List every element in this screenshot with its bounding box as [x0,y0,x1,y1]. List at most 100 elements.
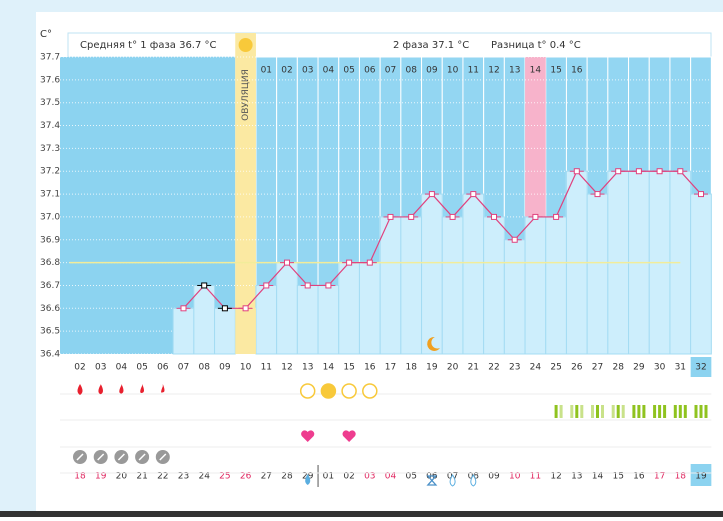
x-tick-label: 08 [198,363,210,373]
x-tick-label: 28 [612,363,624,373]
circle-icon [341,383,357,399]
phase2-day: 04 [323,66,335,76]
date-label: 05 [405,472,416,482]
temp-marker [532,213,539,220]
y-tick-label: 36.8 [40,258,60,268]
temp-bar [421,193,443,355]
temp-marker [180,305,187,312]
phase2-day: 03 [302,66,313,76]
temp-marker [304,282,311,289]
date-label: 12 [550,472,561,482]
x-tick-label: 23 [509,363,520,373]
y-tick-label: 36.6 [40,304,60,314]
date-label: 10 [509,472,521,482]
x-tick-label: 26 [571,363,583,373]
bar-icon [653,405,657,418]
x-tick-label: 20 [447,363,459,373]
bottom-bar [0,511,723,517]
x-tick-label: 13 [302,363,313,373]
pill-line [76,453,84,461]
drop-icon-blue [305,474,311,485]
temp-marker [553,213,560,220]
y-tick-label: 37.3 [40,144,60,154]
phase2-day: 14 [530,66,542,76]
date-label: 09 [488,472,500,482]
date-label: 26 [240,472,252,482]
date-label: 27 [261,472,272,482]
date-label: 03 [364,472,375,482]
heart-icon [301,430,315,442]
ovulation-col [235,33,256,354]
bar-icon [704,405,708,418]
x-tick-label: 09 [219,363,231,373]
drop-icon [77,384,83,395]
x-tick-label: 15 [343,363,354,373]
temp-marker [428,191,435,198]
heart-icon [342,430,356,442]
date-label: 22 [157,472,168,482]
x-tick-label: 29 [633,363,645,373]
x-tick-label: 27 [592,363,603,373]
y-tick-label: 36.9 [40,235,60,245]
date-label: 01 [323,472,334,482]
moon-icon [427,336,440,351]
bar-icon [663,405,667,418]
bar-icon [596,405,599,418]
phase2-day: 07 [385,66,396,76]
phase2-day: 16 [571,66,583,76]
temp-marker [263,282,270,289]
temp-bar [441,216,464,355]
date-label: 18 [675,472,687,482]
phase2-day: 09 [426,66,438,76]
date-label: 20 [116,472,128,482]
phase2-day: 01 [261,66,272,76]
temp-marker [615,168,622,175]
date-label: 19 [695,472,707,482]
y-tick-label: 37.7 [40,53,60,63]
bar-icon [580,405,584,418]
bar-icon [554,405,558,418]
temp-bar [586,193,609,355]
phase2-day: 02 [281,66,292,76]
temp-bar [379,216,402,355]
temp-bar [483,216,505,355]
temp-marker [325,282,332,289]
date-label: 08 [468,472,480,482]
temp-marker [366,259,373,266]
temp-bar [462,193,485,355]
phase2-day: 10 [447,66,459,76]
temp-bar [690,193,712,355]
temp-marker [698,191,704,198]
x-tick-label: 03 [95,363,106,373]
bar-icon [611,405,615,418]
temp-bar [296,284,319,355]
date-label: 13 [571,472,582,482]
x-tick-label: 22 [488,363,499,373]
temp-bar [276,262,298,355]
date-label: 17 [654,472,665,482]
temp-bar [193,284,216,355]
bar-icon [637,405,641,418]
temp-bar [503,239,526,355]
temp-line [183,170,702,309]
y-tick-label: 37.1 [40,190,60,200]
x-tick-label: 11 [261,363,272,373]
date-label: 28 [281,472,293,482]
ovulation-label: ОВУЛЯЦИЯ [241,69,251,121]
temp-marker [594,191,601,198]
date-label: 24 [198,472,210,482]
temp-marker [573,168,580,175]
date-label: 25 [219,472,230,482]
phase1-label: Средняя t° 1 фаза 36.7 °C [80,40,217,51]
bar-icon [621,405,625,418]
date-label: 16 [633,472,645,482]
temp-marker [408,213,415,220]
temp-marker [346,259,353,266]
y-tick-label: 37.6 [40,75,60,85]
y-unit: C° [40,29,52,40]
bar-icon [616,405,620,418]
drop-icon [140,384,144,393]
temp-bar [524,216,547,355]
bar-icon [632,405,636,418]
